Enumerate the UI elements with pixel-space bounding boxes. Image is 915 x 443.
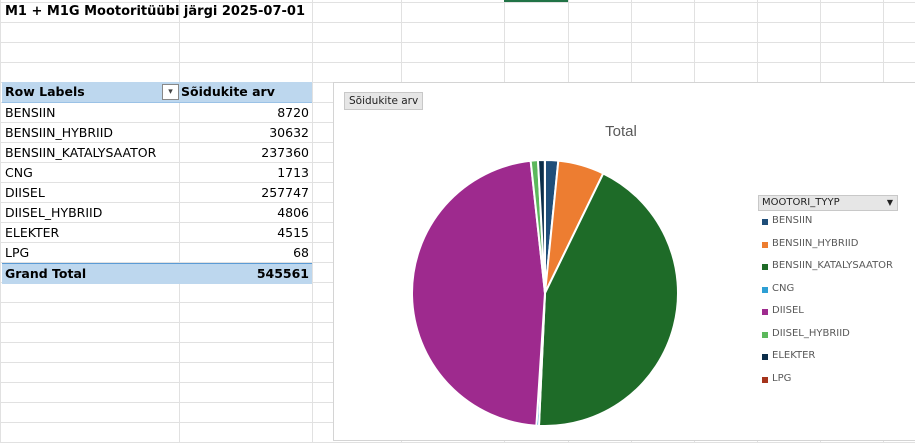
legend-swatch (762, 241, 768, 248)
pivot-row-label: BENSIIN_HYBRIID (5, 125, 114, 140)
legend-label: LPG (772, 372, 792, 384)
legend-swatch (762, 264, 768, 270)
chart-field-button[interactable]: Sõidukite arv (344, 92, 424, 110)
selected-column-indicator (504, 0, 568, 2)
legend-swatch (762, 286, 768, 293)
sheet-title[interactable]: M1 + M1G Mootoritüübi järgi 2025-07-01 (5, 4, 306, 19)
legend-label: BENSIIN_KATALYSAATOR (772, 260, 894, 271)
legend-label: BENSIIN (772, 215, 813, 226)
pivot-row-label: LPG (5, 245, 30, 260)
pie-slice-diisel[interactable] (411, 159, 547, 427)
pivot-row-label: BENSIIN (5, 105, 56, 120)
legend-field-button[interactable]: MOOTORI_TYYP ▼ (758, 195, 898, 211)
legend-entry[interactable]: BENSIIN (758, 211, 898, 234)
pivot-row-value: 257747 (261, 185, 309, 200)
grand-total-value: 545561 (256, 266, 309, 281)
pie-chart[interactable]: Sõidukite arv Total MOOTORI_TYYP ▼ BENSI… (333, 82, 915, 441)
row-labels-header[interactable]: Row Labels (5, 84, 85, 99)
value-column-header[interactable]: Sõidukite arv (181, 84, 275, 99)
legend-swatch (762, 219, 768, 225)
chart-legend[interactable]: MOOTORI_TYYP ▼ BENSIIN BENSIIN_HYBRIID BEN… (758, 195, 898, 391)
filter-dropdown-icon[interactable]: ▾ (162, 84, 179, 100)
pie-plot-area[interactable] (334, 83, 915, 440)
pivot-row-label: DIISEL_HYBRIID (5, 205, 103, 220)
legend-field-label: MOOTORI_TYYP (762, 197, 840, 208)
legend-entry[interactable]: ELEKTER (758, 346, 898, 369)
pivot-row-label: ELEKTER (5, 225, 60, 240)
legend-entry[interactable]: BENSIIN_HYBRIID (758, 234, 898, 257)
legend-label: DIISEL (772, 305, 804, 316)
column-divider (179, 0, 180, 443)
pivot-row-value: 237360 (261, 145, 309, 160)
legend-entry[interactable]: BENSIIN_KATALYSAATOR (758, 256, 898, 279)
pivot-table[interactable]: Row Labels ▾ Sõidukite arv BENSIIN 8720 BE… (2, 82, 312, 284)
pivot-row-value: 4806 (277, 205, 309, 220)
pivot-row[interactable]: LPG 68 (2, 243, 312, 263)
chevron-down-icon[interactable]: ▼ (886, 198, 893, 207)
legend-label: ELEKTER (772, 350, 816, 361)
pivot-row[interactable]: DIISEL_HYBRIID 4806 (2, 203, 312, 223)
legend-swatch (762, 309, 768, 315)
column-divider (312, 0, 313, 443)
pivot-row[interactable]: BENSIIN_HYBRIID 30632 (2, 123, 312, 143)
pivot-row-value: 1713 (277, 165, 309, 180)
legend-label: BENSIIN_HYBRIID (772, 237, 859, 249)
pivot-row[interactable]: CNG 1713 (2, 163, 312, 183)
pivot-row[interactable]: BENSIIN 8720 (2, 103, 312, 123)
legend-swatch (762, 331, 768, 338)
grand-total-row[interactable]: Grand Total 545561 (2, 263, 312, 284)
pivot-row-label: CNG (5, 165, 33, 180)
pivot-row-value: 30632 (269, 125, 309, 140)
pivot-row-label: DIISEL (5, 185, 45, 200)
pivot-row-label: BENSIIN_KATALYSAATOR (5, 145, 157, 160)
legend-entry[interactable]: CNG (758, 279, 898, 302)
pivot-row[interactable]: BENSIIN_KATALYSAATOR 237360 (2, 143, 312, 163)
pivot-row-value: 8720 (277, 105, 309, 120)
legend-label: DIISEL_HYBRIID (772, 327, 850, 339)
legend-swatch (762, 354, 768, 360)
pivot-row[interactable]: DIISEL 257747 (2, 183, 312, 203)
legend-label: CNG (772, 282, 795, 294)
pivot-row-value: 68 (293, 245, 309, 260)
grand-total-label: Grand Total (5, 266, 87, 281)
legend-entry[interactable]: LPG (758, 369, 898, 392)
legend-entry[interactable]: DIISEL (758, 301, 898, 324)
pivot-header-row: Row Labels ▾ Sõidukite arv (2, 82, 312, 103)
pivot-row[interactable]: ELEKTER 4515 (2, 223, 312, 243)
legend-entry[interactable]: DIISEL_HYBRIID (758, 324, 898, 347)
legend-swatch (762, 376, 768, 383)
pie-slice-bensiin-katalysaator[interactable] (537, 172, 679, 427)
chart-title[interactable]: Total (605, 123, 637, 140)
pivot-row-value: 4515 (277, 225, 309, 240)
